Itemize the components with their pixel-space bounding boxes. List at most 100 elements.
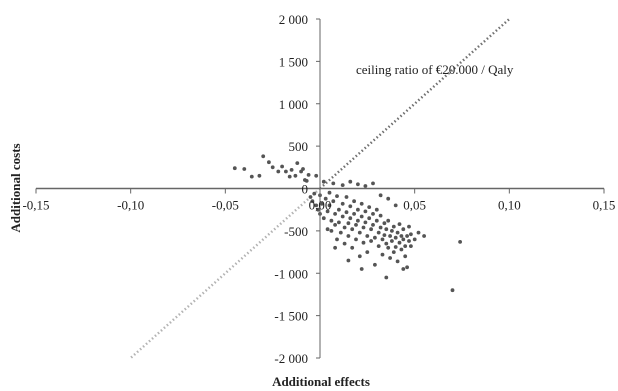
- data-point: [376, 244, 381, 249]
- data-point: [405, 265, 409, 270]
- data-point: [331, 199, 336, 204]
- data-point: [342, 225, 347, 230]
- y-tick-label: 0: [302, 182, 309, 197]
- data-point: [295, 161, 300, 166]
- data-point: [289, 168, 294, 172]
- data-point: [371, 223, 375, 227]
- x-tick-label: -0,10: [117, 198, 144, 213]
- data-point: [270, 165, 275, 170]
- data-point: [409, 232, 413, 237]
- y-tick-label: -1 000: [274, 266, 308, 281]
- data-point: [284, 169, 288, 174]
- data-point: [361, 240, 366, 245]
- data-point: [363, 220, 368, 225]
- data-point: [354, 223, 358, 227]
- data-point: [346, 258, 351, 263]
- data-point: [242, 167, 247, 171]
- data-point: [380, 237, 385, 242]
- data-point: [401, 267, 406, 271]
- data-point: [369, 227, 373, 232]
- data-point: [306, 173, 311, 177]
- data-point: [308, 195, 313, 199]
- data-point: [333, 212, 337, 216]
- data-point: [395, 259, 400, 264]
- data-point: [395, 230, 400, 235]
- data-point: [356, 207, 360, 212]
- data-point: [344, 210, 349, 215]
- data-point: [325, 227, 330, 232]
- data-point: [422, 234, 426, 238]
- data-point: [397, 240, 402, 245]
- data-point: [359, 214, 364, 219]
- data-point: [386, 218, 391, 223]
- data-point: [409, 244, 413, 249]
- data-point: [367, 216, 372, 221]
- data-point: [356, 218, 360, 223]
- data-point: [384, 241, 389, 246]
- data-point: [261, 154, 266, 159]
- data-point: [458, 240, 462, 244]
- data-point: [312, 191, 317, 196]
- data-point: [363, 209, 368, 214]
- data-point: [412, 237, 417, 242]
- data-point: [329, 218, 334, 223]
- data-point: [390, 229, 394, 233]
- data-point: [232, 166, 237, 171]
- data-point: [361, 225, 366, 230]
- axes: -0,15 -0,10 -0,05 0,00 0,05 0,10 0,15 2 000 1 50…: [22, 12, 615, 366]
- x-tick-label: 0,05: [403, 198, 426, 213]
- y-tick-label: -1 500: [274, 309, 308, 324]
- data-point: [337, 220, 341, 225]
- data-point: [304, 179, 309, 183]
- data-point: [407, 239, 411, 243]
- data-point: [365, 234, 370, 238]
- data-point: [386, 196, 391, 201]
- data-point: [310, 199, 315, 204]
- data-point: [357, 230, 362, 235]
- data-point: [280, 164, 284, 169]
- data-point: [301, 167, 305, 171]
- ceiling-ratio-annotation: ceiling ratio of €20.000 / Qaly: [356, 62, 514, 77]
- data-point: [348, 204, 353, 209]
- data-point: [393, 203, 398, 208]
- data-point: [331, 181, 336, 186]
- data-point: [344, 195, 349, 199]
- data-point: [374, 207, 379, 212]
- data-point: [376, 230, 381, 235]
- data-point: [340, 214, 345, 219]
- data-point: [314, 203, 319, 208]
- data-point: [267, 160, 271, 165]
- data-point: [401, 237, 406, 242]
- data-point: [373, 235, 377, 240]
- data-point: [338, 230, 343, 235]
- data-point: [359, 267, 364, 271]
- x-tick-label: -0,05: [212, 198, 239, 213]
- data-point: [340, 183, 345, 188]
- ceiling-ratio-line-upper: [319, 18, 511, 190]
- data-point: [390, 239, 394, 243]
- data-point: [293, 173, 298, 178]
- x-tick-label: 0,10: [498, 198, 521, 213]
- data-point: [407, 224, 411, 229]
- y-tick-label: 500: [289, 139, 309, 154]
- x-axis-title: Additional effects: [272, 374, 370, 389]
- data-point: [393, 245, 398, 249]
- data-point: [321, 179, 326, 184]
- data-point: [333, 223, 337, 227]
- data-point: [388, 256, 392, 260]
- y-tick-label: -500: [284, 224, 308, 239]
- data-point: [401, 227, 406, 232]
- data-point: [316, 207, 320, 212]
- data-point: [386, 245, 391, 250]
- data-point: [327, 203, 332, 208]
- data-point: [391, 224, 396, 229]
- data-point: [403, 254, 408, 259]
- data-point: [329, 229, 334, 233]
- data-point: [391, 250, 396, 255]
- data-point: [346, 234, 351, 238]
- data-point: [399, 234, 404, 238]
- data-point: [337, 207, 341, 212]
- data-point: [403, 244, 408, 249]
- data-point: [373, 262, 377, 267]
- data-point: [384, 275, 389, 280]
